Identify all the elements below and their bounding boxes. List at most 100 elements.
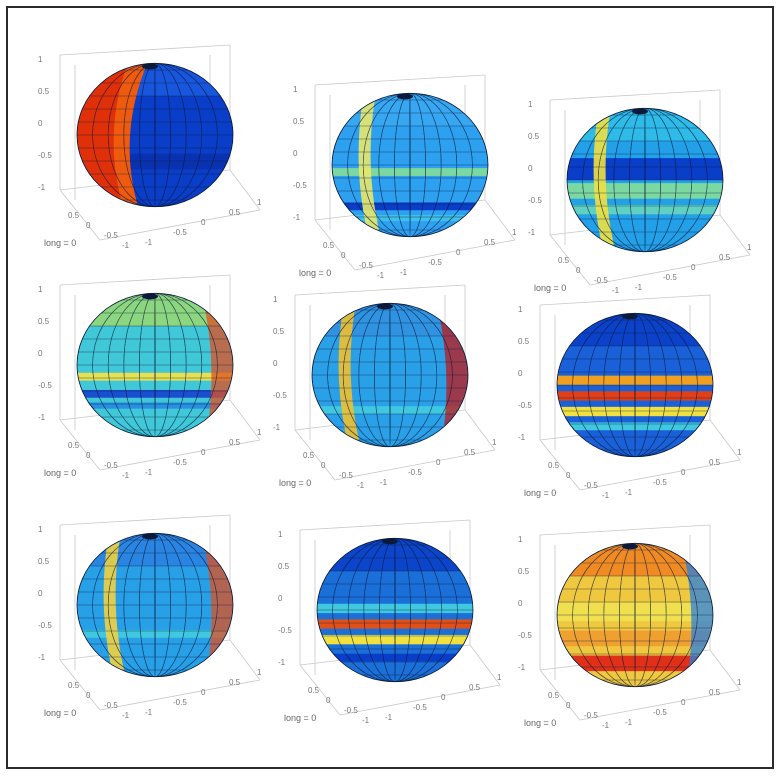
sphere-mesh xyxy=(567,108,723,252)
sphere-surface xyxy=(557,543,713,687)
z-tick-label: -0.5 xyxy=(38,151,52,160)
x-tick-label: -1 xyxy=(612,286,620,295)
x-tick-label: 0.5 xyxy=(548,691,560,700)
axis-box-edge xyxy=(229,399,261,441)
axis-box-edge xyxy=(59,44,231,56)
z-tick-label: 0.5 xyxy=(273,327,285,336)
z-tick-label: -0.5 xyxy=(293,181,307,190)
axis-box-edge xyxy=(59,274,231,286)
sphere-color-band xyxy=(332,202,488,211)
y-tick-label: -1 xyxy=(385,713,393,722)
x-tick-label: -1 xyxy=(602,491,610,500)
panel-caption: long = 0 xyxy=(44,708,77,718)
z-tick-label: 1 xyxy=(518,535,523,544)
y-tick-label: 0 xyxy=(201,688,206,697)
sphere-meridian xyxy=(378,93,442,237)
z-tick-label: -1 xyxy=(38,653,46,662)
sphere-outline xyxy=(76,532,234,678)
sphere-meridian xyxy=(154,63,156,207)
x-tick-label: -1 xyxy=(122,471,130,480)
panel-caption: long = 0 xyxy=(279,478,312,488)
y-tick-label: -1 xyxy=(145,238,153,247)
sphere-pole xyxy=(397,93,413,100)
axis-box-edge xyxy=(709,649,741,691)
y-tick-label: -0.5 xyxy=(663,273,677,282)
axis-box-edge xyxy=(469,644,501,686)
sphere-plot: 1 0.5 0 -0.5 -1 0.5 0 -0.5 -1 -1 -0.5 0 0.5 1 xyxy=(38,44,262,250)
sphere-meridian xyxy=(603,543,667,687)
y-tick-label: 0.5 xyxy=(484,238,496,247)
x-tick-label: 0 xyxy=(86,691,91,700)
axis-box-edge xyxy=(294,284,466,296)
x-tick-label: -1 xyxy=(122,711,130,720)
z-tick-label: 0.5 xyxy=(528,132,540,141)
y-tick-label: -0.5 xyxy=(173,458,187,467)
z-tick-label: 1 xyxy=(38,525,43,534)
axis-box-edge xyxy=(579,459,741,491)
z-tick-label: -1 xyxy=(518,433,526,442)
sphere-color-band xyxy=(317,653,473,662)
sphere-pole xyxy=(377,303,393,310)
axis-box-edge xyxy=(484,199,516,241)
sphere-outline xyxy=(556,542,714,688)
sphere-color-band xyxy=(317,603,473,614)
x-tick-label: 0.5 xyxy=(303,451,315,460)
sphere-color-band xyxy=(567,158,723,180)
y-tick-label: 0.5 xyxy=(229,438,241,447)
x-tick-label: -1 xyxy=(122,241,130,250)
sphere-meridian xyxy=(582,108,708,252)
z-tick-label: 1 xyxy=(528,100,533,109)
sphere-surface xyxy=(567,108,723,252)
sphere-pole xyxy=(622,313,638,320)
sphere-pole xyxy=(622,543,638,550)
sphere-meridian xyxy=(92,533,218,677)
x-tick-label: -0.5 xyxy=(104,701,118,710)
x-tick-label: -0.5 xyxy=(344,706,358,715)
x-tick-label: 0.5 xyxy=(68,211,80,220)
y-tick-label: -1 xyxy=(625,718,633,727)
panel-caption: long = 0 xyxy=(299,268,332,278)
x-tick-label: 0 xyxy=(321,461,326,470)
x-tick-label: 0 xyxy=(86,451,91,460)
z-tick-label: -0.5 xyxy=(518,401,532,410)
axis-box-edge xyxy=(299,519,471,531)
sphere-color-band xyxy=(557,630,713,647)
x-tick-label: 0.5 xyxy=(323,241,335,250)
sphere-meridian xyxy=(374,303,406,447)
sphere-meridian xyxy=(154,293,156,437)
sphere-meridian xyxy=(362,93,458,237)
sphere-meridian xyxy=(394,93,426,237)
sphere-meridian xyxy=(634,543,636,687)
sphere-mesh xyxy=(312,303,468,447)
sphere-panel: 1 0.5 0 -0.5 -1 0.5 0 -0.5 -1 -1 -0.5 0 0.5 1 long = 0 xyxy=(520,85,770,335)
sphere-outline xyxy=(76,62,234,208)
x-tick-label: -1 xyxy=(602,721,610,730)
x-tick-label: -0.5 xyxy=(104,461,118,470)
panel-caption: long = 0 xyxy=(44,468,77,478)
axis-box-edge xyxy=(539,294,711,306)
sphere-pole xyxy=(142,293,158,300)
axis-box-edge xyxy=(314,219,356,271)
axis-box-edge xyxy=(59,514,231,526)
sphere-color-band xyxy=(77,629,233,638)
sphere-color-band xyxy=(332,168,488,176)
axis-box-edge xyxy=(589,254,751,286)
y-tick-label: 0 xyxy=(201,448,206,457)
sphere-color-band xyxy=(557,391,713,401)
sphere-meridian xyxy=(597,108,693,252)
z-tick-label: 1 xyxy=(293,85,298,94)
sphere-mesh xyxy=(317,538,473,682)
z-tick-label: 0.5 xyxy=(278,562,290,571)
x-tick-label: 0 xyxy=(341,251,346,260)
z-tick-label: -0.5 xyxy=(38,621,52,630)
y-tick-label: 0 xyxy=(681,468,686,477)
axis-box-edge xyxy=(339,684,501,716)
sphere-meridian xyxy=(332,538,458,682)
y-tick-label: 1 xyxy=(492,438,497,447)
x-tick-label: -1 xyxy=(357,481,365,490)
x-tick-label: 0 xyxy=(576,266,581,275)
y-tick-label: 1 xyxy=(512,228,517,237)
sphere-outline xyxy=(556,312,714,458)
axis-box-edge xyxy=(539,439,581,491)
sphere-mesh xyxy=(77,63,233,207)
